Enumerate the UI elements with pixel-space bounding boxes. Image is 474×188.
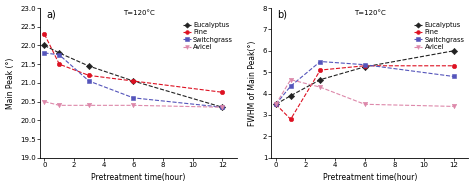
Avicel [219,106,225,108]
Line: Avicel: Avicel [273,77,456,109]
Avicel [451,105,456,108]
Eucalyptus [288,95,293,97]
Switchgrass [42,52,47,54]
Text: b): b) [277,10,287,20]
Pine [451,65,456,67]
Avicel [318,86,323,88]
Avicel [273,103,279,105]
Text: a): a) [46,10,55,20]
Eucalyptus [86,65,92,67]
Line: Pine: Pine [273,64,456,121]
Text: T=120°C: T=120°C [123,10,155,16]
Eucalyptus [42,44,47,47]
Pine [130,80,136,82]
Switchgrass [318,60,323,63]
Eucalyptus [273,103,279,105]
Pine [56,63,62,65]
Avicel [56,104,62,106]
Line: Switchgrass: Switchgrass [42,51,225,109]
Legend: Eucalyptus, Pine, Switchgrass, Avicel: Eucalyptus, Pine, Switchgrass, Avicel [413,21,466,51]
Line: Eucalyptus: Eucalyptus [42,43,225,109]
Eucalyptus [451,50,456,52]
Eucalyptus [318,79,323,81]
Y-axis label: Main Peak (°): Main Peak (°) [6,57,15,109]
Eucalyptus [130,80,136,82]
Pine [288,118,293,120]
Switchgrass [273,103,279,105]
Eucalyptus [219,106,225,108]
Avicel [130,104,136,106]
Y-axis label: FWHM of Main Peak(°): FWHM of Main Peak(°) [248,40,257,126]
Switchgrass [288,85,293,87]
Switchgrass [56,54,62,56]
Text: T=120°C: T=120°C [354,10,386,16]
Pine [86,74,92,77]
Line: Switchgrass: Switchgrass [273,59,456,106]
Avicel [42,100,47,103]
Switchgrass [362,64,367,66]
Eucalyptus [362,66,367,68]
Legend: Eucalyptus, Pine, Switchgrass, Avicel: Eucalyptus, Pine, Switchgrass, Avicel [182,21,235,51]
Switchgrass [86,80,92,82]
X-axis label: Pretreatment time(hour): Pretreatment time(hour) [91,174,186,182]
Pine [273,103,279,105]
Avicel [288,79,293,81]
Line: Pine: Pine [42,32,225,94]
Pine [219,91,225,93]
Avicel [362,103,367,105]
Pine [318,69,323,71]
Pine [362,65,367,67]
Switchgrass [130,97,136,99]
Avicel [86,104,92,106]
Switchgrass [219,106,225,108]
X-axis label: Pretreatment time(hour): Pretreatment time(hour) [323,174,417,182]
Switchgrass [451,75,456,78]
Line: Eucalyptus: Eucalyptus [273,49,456,106]
Line: Avicel: Avicel [42,99,225,109]
Pine [42,33,47,35]
Eucalyptus [56,52,62,54]
